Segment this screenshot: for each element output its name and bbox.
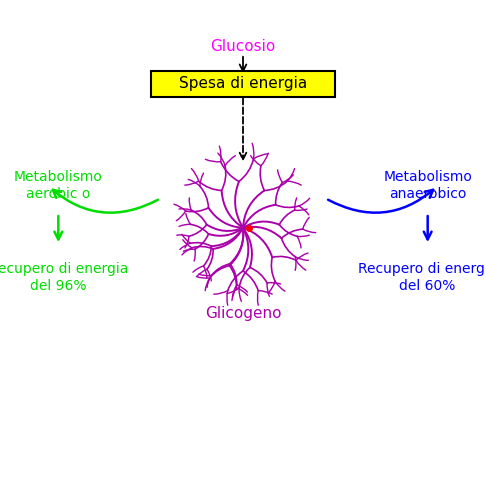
Text: Metabolismo
anaerobico: Metabolismo anaerobico xyxy=(383,170,472,201)
Text: Glicogeno: Glicogeno xyxy=(205,306,281,321)
Text: Recupero di energia
del 96%: Recupero di energia del 96% xyxy=(0,262,128,294)
Text: Recupero di energia
del 60%: Recupero di energia del 60% xyxy=(358,262,486,294)
Text: Glucosio: Glucosio xyxy=(210,39,276,54)
FancyBboxPatch shape xyxy=(151,71,335,97)
Text: Metabolismo
aerobic o: Metabolismo aerobic o xyxy=(14,170,103,201)
Text: Spesa di energia: Spesa di energia xyxy=(179,76,307,91)
